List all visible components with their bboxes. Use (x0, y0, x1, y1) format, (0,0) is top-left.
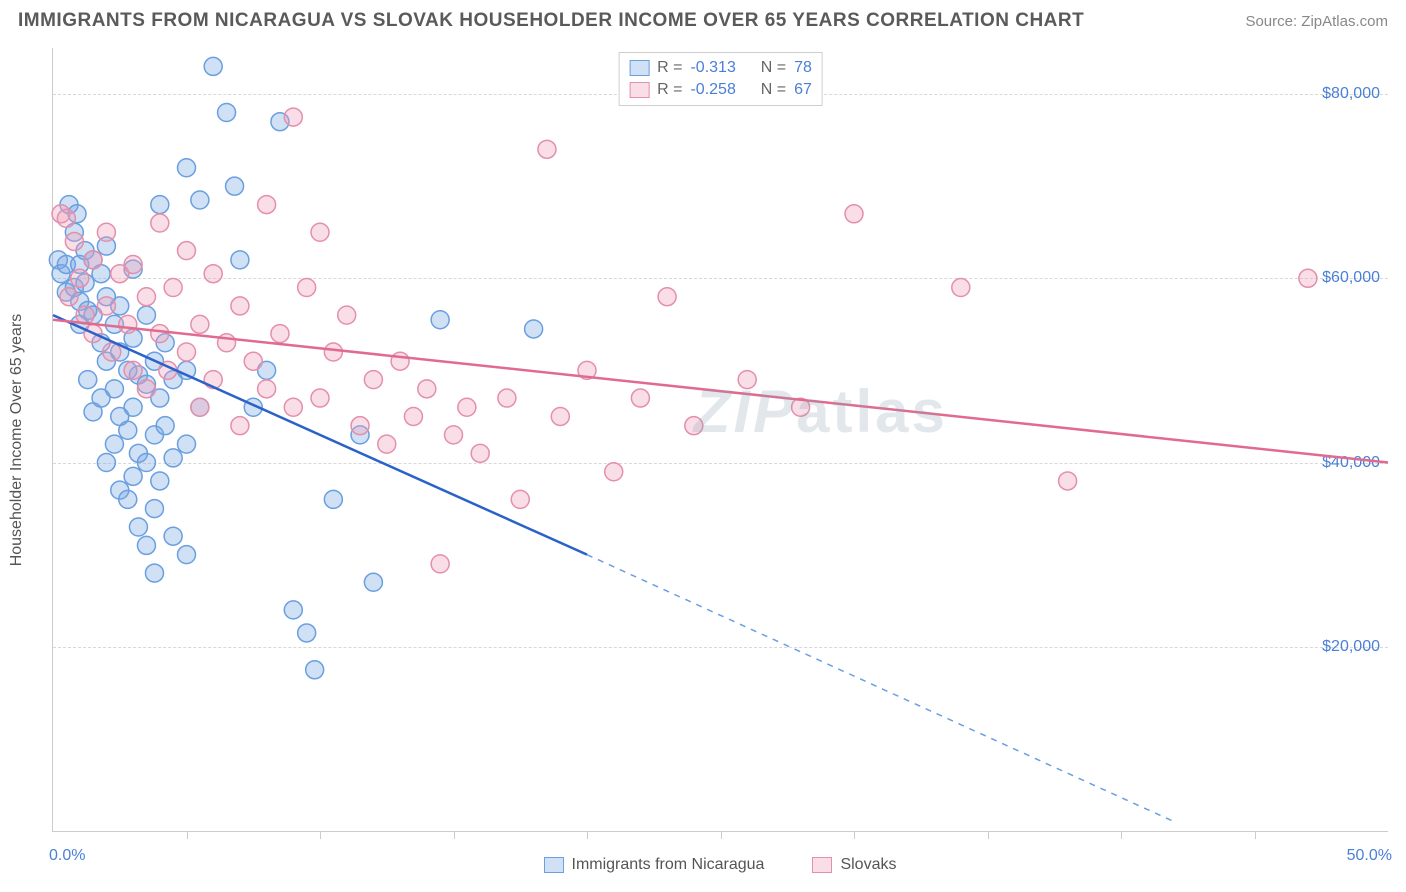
plot-area: Householder Income Over 65 years $20,000… (52, 48, 1388, 832)
n-value-nicaragua: 78 (794, 59, 812, 77)
legend-label-nicaragua: Immigrants from Nicaragua (572, 856, 765, 874)
chart-title: IMMIGRANTS FROM NICARAGUA VS SLOVAK HOUS… (18, 10, 1084, 32)
correlation-stats-box: R = -0.313 N = 78 R = -0.258 N = 67 (618, 52, 823, 106)
swatch-blue-icon (544, 857, 564, 873)
legend-label-slovaks: Slovaks (840, 856, 896, 874)
n-value-slovaks: 67 (794, 81, 812, 99)
swatch-pink-icon (812, 857, 832, 873)
regression-lines (53, 48, 1388, 831)
swatch-blue-icon (629, 60, 649, 76)
legend: Immigrants from Nicaragua Slovaks (52, 856, 1388, 874)
source-label: Source: ZipAtlas.com (1245, 13, 1388, 30)
r-value-slovaks: -0.258 (690, 81, 735, 99)
swatch-pink-icon (629, 82, 649, 98)
y-axis-title: Householder Income Over 65 years (8, 313, 26, 566)
n-label: N = (761, 81, 786, 99)
r-label: R = (657, 59, 682, 77)
r-value-nicaragua: -0.313 (690, 59, 735, 77)
n-label: N = (761, 59, 786, 77)
r-label: R = (657, 81, 682, 99)
